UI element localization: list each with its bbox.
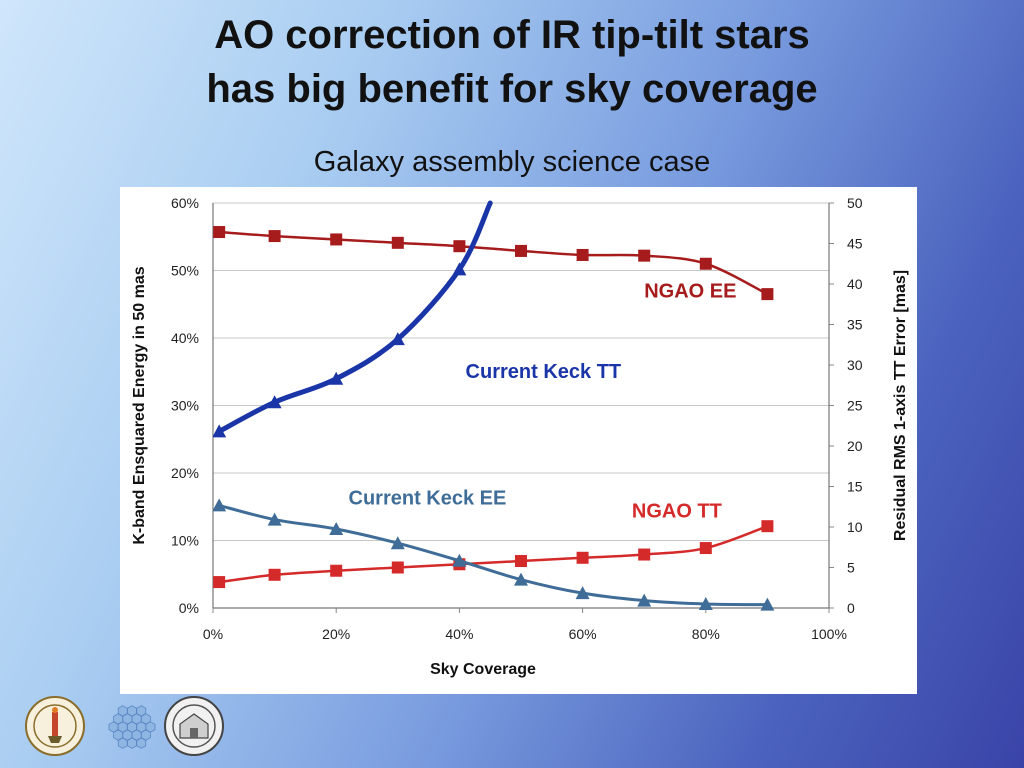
ngao-tt-point (268, 568, 281, 581)
ngao-tt-point (330, 564, 343, 577)
y-right-tick-label: 25 (847, 398, 863, 414)
y-left-tick-label: 30% (171, 398, 199, 414)
series-layer (213, 200, 775, 611)
y-left-tick-label: 20% (171, 465, 199, 481)
slide-subtitle: Galaxy assembly science case (313, 146, 711, 178)
ngao-tt-point (699, 542, 712, 555)
slide-title-line-2: has big benefit for sky coverage (206, 67, 818, 111)
ngao-ee-point (515, 244, 527, 257)
ngao-tt-point (638, 548, 651, 561)
mirror-segment (127, 737, 137, 749)
x-tick-label: 60% (569, 626, 597, 642)
current-keck-tt-point (390, 332, 405, 346)
ngao-ee-point (761, 288, 774, 301)
ngao-tt-point (213, 576, 226, 589)
current-keck-ee-point (575, 586, 590, 600)
y-right-tick-label: 35 (847, 317, 863, 333)
y-right-tick-label: 30 (847, 357, 863, 373)
current-keck-ee-line (217, 503, 769, 607)
current-keck-tt-label: Current Keck TT (466, 361, 622, 383)
ngao-ee-point (699, 257, 712, 270)
chart: 0% 10% 20% 30% 40% 50% 60% 0 5 10 15 20 25 30 35 40 45 50… (131, 195, 909, 678)
x-tick-label: 80% (692, 626, 720, 642)
ngao-ee-point (268, 230, 281, 243)
labels-layer: NGAO EE NGAO TT Current Keck TT Current Kec… (349, 281, 737, 523)
current-keck-ee-label: Current Keck EE (349, 488, 507, 510)
current-keck-ee-series (213, 498, 775, 611)
ngao-tt-point (576, 551, 589, 564)
keck-segmented-mirror-icon (108, 705, 156, 749)
mirror-segment (117, 737, 128, 749)
x-tick-label: 0% (203, 626, 223, 642)
ngao-tt-label: NGAO TT (632, 500, 722, 522)
current-keck-ee-point (213, 498, 227, 512)
y-left-tick-label: 0% (179, 600, 199, 616)
x-tick-label: 20% (322, 626, 350, 642)
y-right-tick-label: 10 (847, 519, 863, 535)
current-keck-tt-point (267, 395, 282, 409)
x-tick-label: 100% (811, 626, 847, 642)
current-keck-ee-point (698, 596, 713, 610)
ngao-ee-point (576, 248, 589, 261)
y-left-axis-title: K-band Ensquared Energy in 50 mas (131, 266, 148, 544)
current-keck-ee-point (329, 522, 344, 536)
current-keck-tt-line (216, 200, 493, 434)
institution-logos (25, 696, 224, 756)
ngao-ee-line (217, 230, 769, 296)
ngao-tt-point (391, 561, 404, 574)
current-keck-ee-point (514, 572, 528, 586)
current-keck-ee-point (390, 536, 405, 550)
ngao-ee-point (453, 240, 466, 253)
ngao-ee-point (391, 236, 404, 249)
ngao-tt-series (213, 520, 774, 589)
y-right-tick-label: 0 (847, 600, 855, 616)
mirror-segment (136, 737, 147, 749)
ngao-ee-point (330, 233, 343, 246)
y-right-tick-label: 50 (847, 195, 863, 211)
ngao-ee-point (638, 249, 651, 262)
chart-panel: 0% 10% 20% 30% 40% 50% 60% 0 5 10 15 20 25 30 35 40 45 50… (120, 187, 917, 694)
x-axis-title: Sky Coverage (430, 661, 536, 678)
y-left-tick-label: 50% (171, 263, 199, 279)
ngao-ee-series (213, 226, 774, 301)
y-right-tick-label: 40 (847, 276, 863, 292)
current-keck-tt-point (329, 371, 344, 385)
x-tick-label: 40% (445, 626, 473, 642)
current-keck-tt-point (452, 262, 467, 276)
y-left-tick-label: 10% (171, 533, 199, 549)
current-keck-tt-point (213, 424, 227, 438)
y-right-axis-title: Residual RMS 1-axis TT Error [mas] (892, 270, 909, 541)
y-right-tick-label: 15 (847, 479, 863, 495)
current-keck-ee-point (452, 553, 467, 567)
axes: 0% 10% 20% 30% 40% 50% 60% 0 5 10 15 20 25 30 35 40 45 50… (131, 195, 909, 678)
ngao-ee-label: NGAO EE (644, 281, 736, 303)
y-right-tick-label: 20 (847, 438, 863, 454)
current-keck-tt-series (213, 200, 493, 438)
caltech-seal-icon (25, 696, 85, 756)
ngao-tt-point (515, 555, 527, 568)
current-keck-ee-point (760, 597, 775, 611)
current-keck-ee-point (267, 512, 282, 526)
ngao-tt-line (217, 524, 769, 584)
gridlines (213, 202, 829, 609)
y-left-tick-label: 60% (171, 195, 199, 211)
ngao-tt-point (761, 520, 774, 533)
current-keck-ee-point (637, 593, 652, 607)
ngao-ee-point (213, 226, 226, 239)
university-of-california-seal-icon (164, 696, 224, 756)
y-right-tick-label: 45 (847, 236, 863, 252)
y-left-tick-label: 40% (171, 330, 199, 346)
slide-title-line-1: AO correction of IR tip-tilt stars (214, 13, 810, 57)
y-right-tick-label: 5 (847, 560, 855, 576)
